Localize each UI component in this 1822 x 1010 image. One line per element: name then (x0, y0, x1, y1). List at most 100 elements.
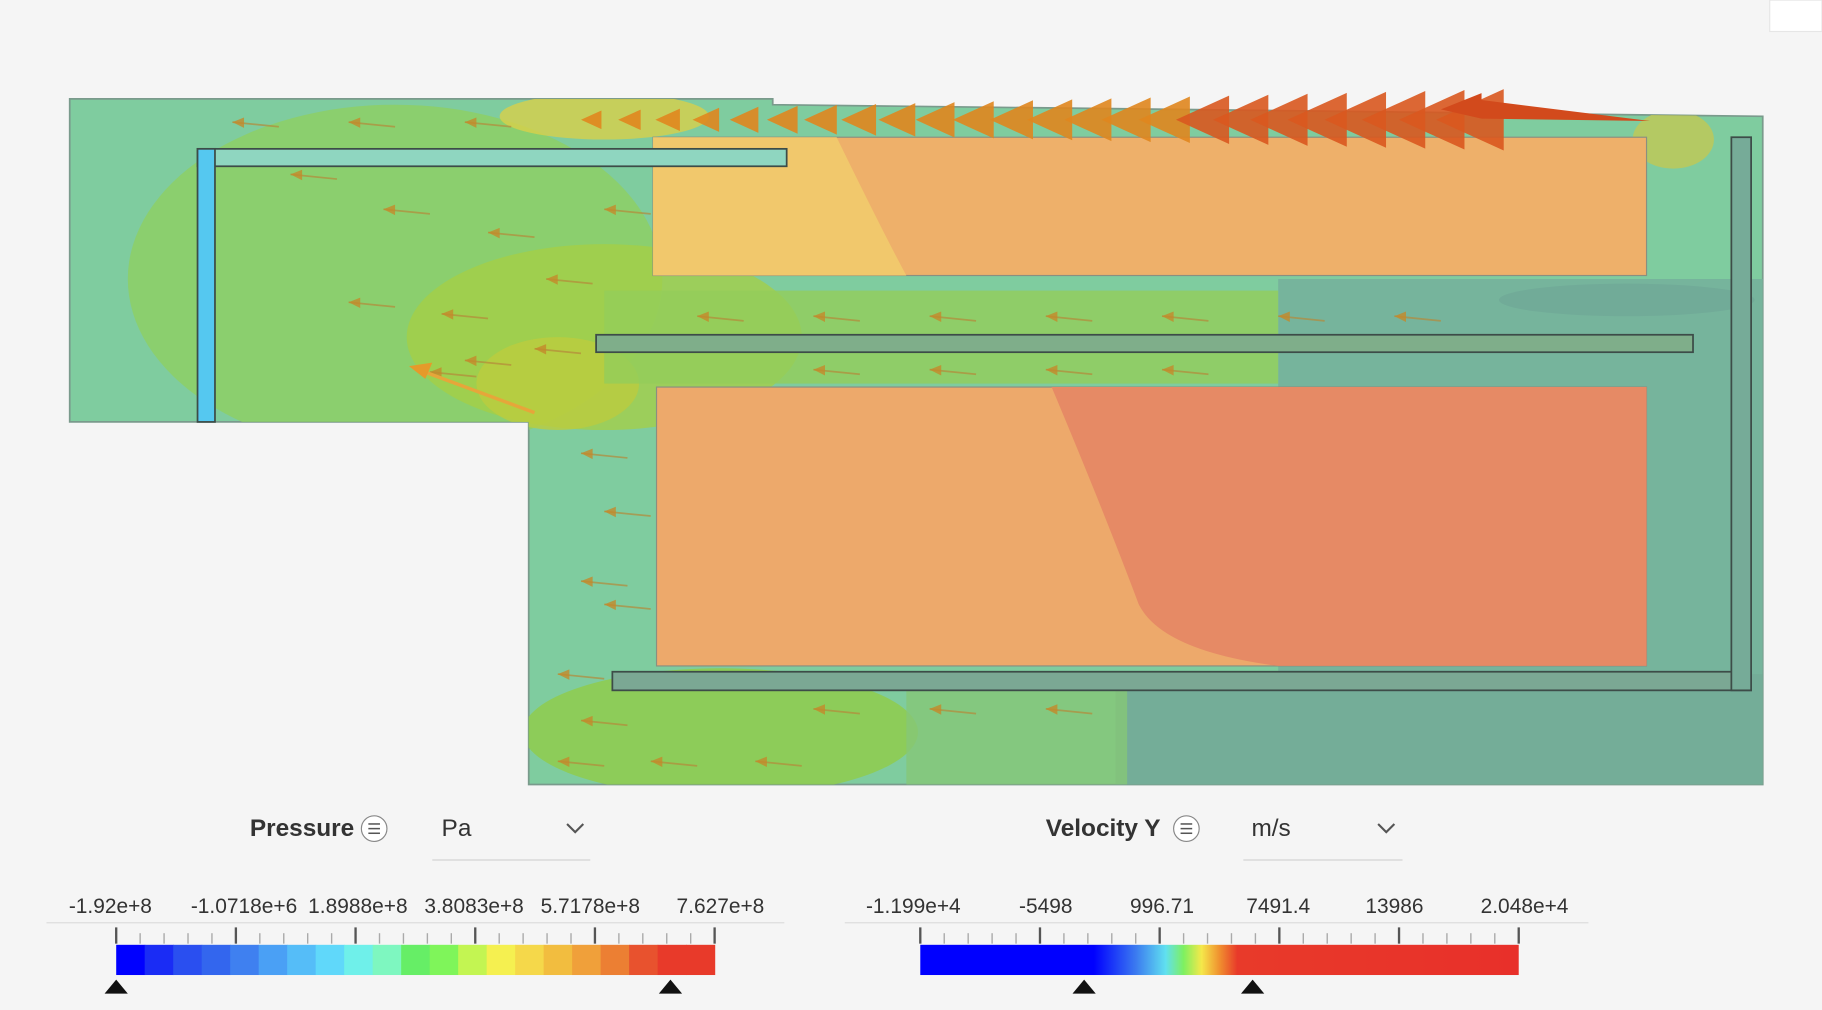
flow-arrow (1278, 311, 1290, 322)
flow-arrow (1394, 311, 1407, 322)
simulation-region (1730, 136, 1752, 692)
flow-arrow (1287, 92, 1347, 147)
simulation-shape (1498, 283, 1755, 317)
flow-arrow (1101, 97, 1151, 143)
colorbar-segment (201, 944, 231, 976)
flow-arrow (580, 715, 593, 727)
flow-arrow (929, 364, 942, 376)
tick-label: 3.8083e+8 (424, 895, 523, 918)
flow-arrow (1399, 90, 1465, 150)
range-handle[interactable] (1072, 979, 1096, 994)
legend-title: Velocity Y (1046, 815, 1161, 842)
tick-label: 2.048e+4 (1481, 895, 1569, 918)
colorbar-segment (543, 944, 573, 976)
dropdown-chevron[interactable] (1377, 823, 1396, 834)
tick-label: 1.8988e+8 (308, 895, 407, 918)
tick-label: 5.7178e+8 (541, 895, 640, 918)
flow-arrow (1045, 311, 1058, 322)
tick-label: -1.0718e+6 (191, 895, 297, 918)
simulation-region (1115, 674, 1763, 785)
flow-arrow (692, 107, 720, 132)
unit-dropdown[interactable]: m/s (1243, 815, 1403, 861)
flow-arrow (580, 576, 593, 587)
flow-arrow (557, 756, 570, 768)
flow-arrow (290, 169, 303, 181)
tick-label: 13986 (1365, 895, 1423, 918)
colorbar-segment (116, 944, 146, 976)
simulation-shape (1051, 387, 1647, 666)
tick-label: 7491.4 (1246, 895, 1310, 918)
colorbar-segment (173, 944, 203, 976)
tick-label: -5498 (1019, 895, 1072, 918)
flow-arrow (929, 704, 942, 715)
simulation-shape (499, 98, 709, 140)
flow-arrow (655, 108, 680, 131)
range-handle[interactable] (104, 979, 128, 994)
flow-arrow (348, 117, 361, 128)
flow-arrow (464, 355, 477, 367)
flow-arrow (1440, 93, 1651, 121)
flow-arrow (618, 109, 641, 131)
legend-title: Pressure (250, 815, 354, 842)
flow-arrow (604, 599, 616, 611)
range-handle[interactable] (1241, 979, 1265, 994)
colorbar-segment (344, 944, 374, 976)
unit-dropdown-value[interactable]: Pa (442, 815, 472, 842)
unit-dropdown-value[interactable]: m/s (1251, 815, 1290, 842)
flow-arrow (729, 106, 759, 133)
simulation-region (611, 670, 1752, 692)
tick-label: 7.627e+8 (677, 895, 765, 918)
colorbar-segment (515, 944, 545, 976)
flow-arrow (580, 448, 593, 460)
colorbar-segment (315, 944, 345, 976)
legend: Velocity Y m/s -1.199e+4 -5498 996.71 7491.4 1… (844, 815, 1589, 994)
corner-panel (1769, 0, 1822, 33)
flow-arrow (1138, 96, 1190, 144)
flow-arrow (417, 367, 536, 415)
flow-arrow (697, 311, 709, 322)
flow-arrow (813, 704, 826, 715)
tick-label: -1.92e+8 (69, 895, 152, 918)
flow-arrow (804, 104, 837, 135)
flow-arrow (915, 102, 955, 138)
flow-arrow (557, 669, 570, 680)
flow-arrow (650, 756, 663, 768)
tick-label: -1.199e+4 (866, 895, 961, 918)
flow-arrow (1324, 91, 1387, 148)
colorbar-segment (600, 944, 630, 976)
flow-arrow (546, 274, 558, 285)
colorbar-segment (572, 944, 602, 976)
colorbar-segment (458, 944, 488, 976)
flow-arrow (604, 204, 616, 216)
flow-arrow (1045, 364, 1058, 376)
flow-arrow (1361, 90, 1426, 149)
flow-arrow (409, 362, 433, 379)
flow-arrow (878, 103, 916, 137)
flow-arrow (232, 117, 245, 128)
colorbar (920, 944, 1519, 976)
unit-dropdown[interactable]: Pa (432, 815, 591, 861)
simulation-region (906, 685, 1128, 785)
flow-arrow (841, 103, 877, 136)
flow-arrow (464, 117, 477, 128)
simulation-view[interactable] (68, 89, 1767, 796)
flow-arrow (813, 311, 826, 322)
colorbar-segment (144, 944, 174, 976)
colorbar-segment (686, 944, 716, 976)
dropdown-chevron[interactable] (566, 823, 585, 834)
flow-arrow (488, 227, 500, 239)
flow-arrow (441, 309, 454, 320)
flow-arrow (1161, 364, 1174, 376)
colorbar-segment (629, 944, 659, 976)
flow-arrow (1161, 311, 1174, 322)
colorbar-segment (287, 944, 317, 976)
simulation-region (595, 333, 1694, 354)
simulation-shape (653, 137, 907, 276)
range-handle[interactable] (658, 979, 683, 994)
simulation-shape (232, 89, 1651, 768)
flow-arrow (755, 756, 767, 768)
flow-arrow (929, 311, 942, 322)
flow-arrow (580, 110, 602, 130)
colorbar-segment (657, 944, 687, 976)
